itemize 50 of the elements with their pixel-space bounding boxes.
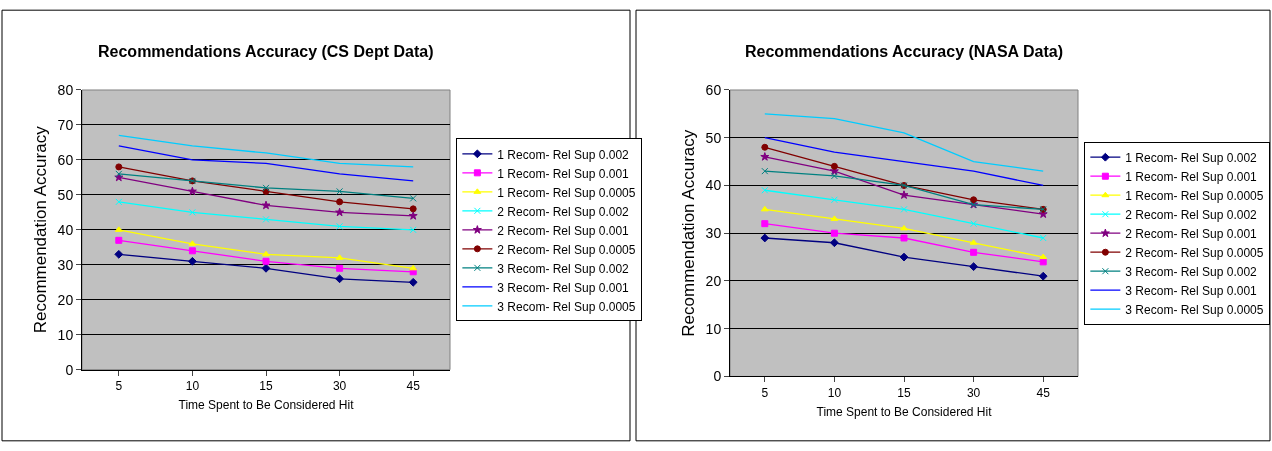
y-tick-label: 50 <box>705 129 722 146</box>
y-tick-label: 60 <box>57 151 74 168</box>
legend-label: 3 Recom- Rel Sup 0.002 <box>1125 264 1258 279</box>
x-tick-label: 15 <box>259 379 273 394</box>
legend-label: 3 Recom- Rel Sup 0.002 <box>497 261 630 276</box>
y-tick-label: 10 <box>57 326 74 343</box>
legend-label: 3 Recom- Rel Sup 0.001 <box>1125 283 1258 298</box>
legend-label: 3 Recom- Rel Sup 0.0005 <box>1125 302 1264 317</box>
x-tick-label: 5 <box>115 379 123 394</box>
y-tick-label: 30 <box>57 256 74 273</box>
x-tick-label: 5 <box>761 385 769 400</box>
y-tick-label: 0 <box>65 361 74 378</box>
y-tick-label: 50 <box>57 186 74 203</box>
x-axis-title: Time Spent to Be Considered Hit <box>178 398 355 412</box>
y-tick-label: 70 <box>57 116 74 133</box>
x-tick-label: 30 <box>966 385 981 400</box>
y-tick-label: 30 <box>705 225 722 242</box>
y-tick-label: 10 <box>705 320 722 337</box>
legend-label: 1 Recom- Rel Sup 0.002 <box>1125 150 1258 165</box>
legend-label: 2 Recom- Rel Sup 0.002 <box>497 204 630 219</box>
legend-label: 1 Recom- Rel Sup 0.002 <box>497 147 630 162</box>
legend-label: 1 Recom- Rel Sup 0.001 <box>497 166 630 181</box>
x-axis-title: Time Spent to Be Considered Hit <box>816 404 993 419</box>
y-tick-label: 0 <box>713 368 722 385</box>
legend-label: 1 Recom- Rel Sup 0.0005 <box>497 185 636 200</box>
y-axis-title: Recommendation Accuracy <box>31 125 51 334</box>
legend-label: 2 Recom- Rel Sup 0.0005 <box>1125 245 1264 260</box>
x-tick-label: 30 <box>332 379 347 394</box>
chart-title: Recommendations Accuracy (NASA Data) <box>745 43 1064 60</box>
y-tick-label: 40 <box>705 177 722 194</box>
chart-title: Recommendations Accuracy (CS Dept Data) <box>98 43 434 60</box>
legend-label: 2 Recom- Rel Sup 0.002 <box>1125 207 1258 222</box>
legend-label: 2 Recom- Rel Sup 0.001 <box>1125 226 1258 241</box>
legend-label: 1 Recom- Rel Sup 0.001 <box>1125 169 1258 184</box>
y-tick-label: 60 <box>705 81 722 98</box>
legend-label: 2 Recom- Rel Sup 0.0005 <box>497 242 636 257</box>
x-tick-label: 45 <box>1036 385 1051 400</box>
legend-label: 3 Recom- Rel Sup 0.0005 <box>497 299 636 314</box>
x-tick-label: 10 <box>185 379 200 394</box>
y-tick-label: 20 <box>57 291 74 308</box>
x-tick-label: 10 <box>827 385 842 400</box>
y-tick-label: 20 <box>705 272 722 289</box>
legend-label: 1 Recom- Rel Sup 0.0005 <box>1125 188 1264 203</box>
x-tick-label: 15 <box>897 385 911 400</box>
x-tick-label: 45 <box>406 379 421 394</box>
y-tick-label: 80 <box>57 81 74 98</box>
legend-label: 3 Recom- Rel Sup 0.001 <box>497 280 630 295</box>
y-tick-label: 40 <box>57 221 74 238</box>
legend-label: 2 Recom- Rel Sup 0.001 <box>497 223 630 238</box>
y-axis-title: Recommendation Accuracy <box>679 129 699 337</box>
